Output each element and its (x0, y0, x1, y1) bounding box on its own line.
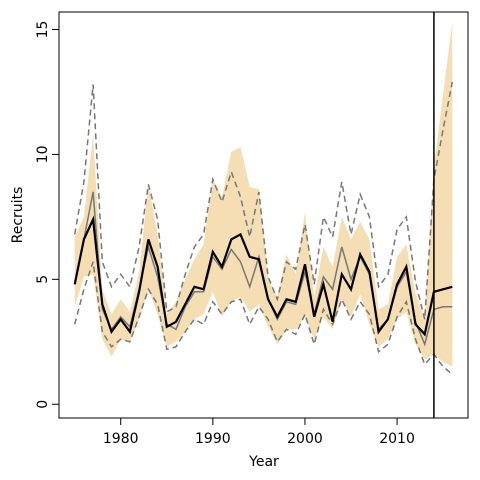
uncertainty-band (74, 22, 453, 367)
y-tick-label: 5 (35, 275, 51, 284)
y-axis: 0 5 10 15 (35, 21, 59, 409)
mean-line (73, 215, 453, 337)
x-axis: 1980 1990 2000 2010 (103, 418, 415, 447)
upper-interval-line (73, 81, 454, 320)
lower-interval-line (73, 261, 453, 375)
x-tick-label: 2010 (379, 431, 415, 447)
x-axis-title: Year (248, 454, 279, 470)
y-tick-label: 10 (35, 145, 51, 163)
x-tick-label: 1990 (195, 431, 231, 447)
plot-area (73, 12, 454, 418)
y-axis-title: Recruits (10, 187, 26, 244)
x-tick-label: 2000 (287, 431, 323, 447)
y-tick-label: 0 (35, 400, 51, 409)
plot-frame (58, 11, 469, 419)
x-tick-label: 1980 (103, 431, 139, 447)
y-tick-label: 15 (35, 21, 51, 39)
